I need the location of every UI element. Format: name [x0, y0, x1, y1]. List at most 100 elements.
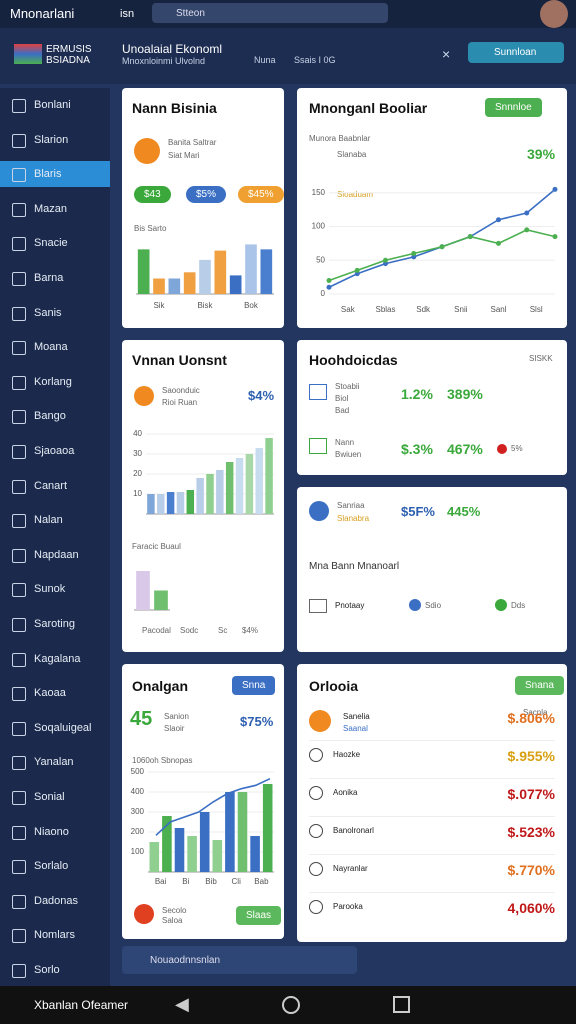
bar [265, 438, 273, 514]
row-icon [309, 824, 323, 838]
sidebar-label: Saroting [34, 618, 75, 630]
sidebar-item[interactable]: Niaono [0, 819, 110, 845]
sidebar-label: Nalan [34, 514, 63, 527]
sidebar-item[interactable]: Blaris [0, 161, 110, 188]
icon [309, 384, 327, 400]
line [155, 777, 271, 836]
sidebar-icon [12, 894, 26, 909]
bar [176, 492, 185, 514]
pill[interactable]: $5% [186, 186, 227, 203]
sidebar-label: Korlang [34, 375, 72, 388]
x-tick-label: Sanl [490, 305, 506, 314]
sidebar-item[interactable]: Sorlalo [0, 853, 110, 879]
sidebar-label: Sanis [34, 306, 62, 319]
sidebar-item[interactable]: Bango [0, 403, 110, 429]
nav-recent[interactable] [393, 996, 410, 1013]
footer-item[interactable]: Pnotaay [335, 601, 365, 610]
sidebar-item[interactable]: Soqaluigeal [0, 715, 110, 741]
sidebar-item[interactable]: Dadonas [0, 888, 110, 914]
search-box[interactable] [122, 946, 357, 974]
footer-item[interactable]: Dds [511, 601, 526, 610]
row-icon [309, 710, 331, 732]
y-tick-label: 50 [316, 255, 325, 264]
sidebar-item[interactable]: Nomlars [0, 922, 110, 948]
point [326, 284, 332, 290]
sidebar-item[interactable]: Sunok [0, 576, 110, 602]
sidebar-icon [12, 514, 26, 529]
sidebar-item[interactable]: Barna [0, 265, 110, 291]
row-icon [309, 786, 323, 800]
sidebar-item[interactable]: Sanis [0, 300, 110, 326]
bar [199, 812, 210, 872]
button[interactable]: Snna [232, 676, 276, 695]
sidebar-item[interactable]: Moana [0, 334, 110, 360]
icon [134, 386, 154, 406]
sidebar-item[interactable]: Sjaoaoa [0, 438, 110, 464]
bar [260, 249, 273, 294]
row-name: Sanelia [343, 712, 370, 721]
sidebar-item[interactable]: Slarion [0, 127, 110, 153]
close-icon[interactable]: × [442, 46, 451, 62]
bar [187, 836, 197, 872]
header-button[interactable]: Sunnloan [468, 42, 564, 63]
sidebar-label: Bango [34, 410, 66, 423]
x-tick-label: Sak [341, 305, 356, 314]
x-tick-label: Slsl [530, 305, 543, 314]
sidebar-item[interactable]: Kagalana [0, 646, 110, 672]
footer-sub: Saloa [162, 916, 183, 925]
sidebar-item[interactable]: Korlang [0, 369, 110, 395]
sidebar-item[interactable]: Mazan [0, 196, 110, 222]
sidebar-item[interactable]: Nalan [0, 507, 110, 533]
sidebar-item[interactable]: Saroting [0, 611, 110, 637]
bar [245, 244, 257, 294]
pill[interactable]: $43 [134, 186, 171, 203]
header-subtitle: Mnoxnloinmi Ulvolnd [122, 56, 206, 66]
dot [497, 444, 507, 454]
nav-home[interactable] [282, 996, 300, 1014]
button[interactable]: Snana [515, 676, 564, 695]
item: Banita Saltrar [168, 138, 217, 147]
row-sub: Saanal [343, 724, 368, 733]
sidebar-item[interactable]: Sonial [0, 784, 110, 810]
sidebar-item[interactable]: Kaoaa [0, 680, 110, 706]
button[interactable]: Slaas [236, 906, 282, 925]
annotation: Sioaduam [337, 190, 374, 199]
sidebar-icon [12, 721, 26, 736]
header-link[interactable]: Nuna [254, 55, 276, 65]
y-tick-label: 100 [312, 222, 326, 231]
bar [237, 792, 248, 872]
sidebar-icon [12, 652, 26, 667]
bar [136, 571, 150, 610]
sidebar-label: Dadonas [34, 894, 79, 907]
value: $75% [240, 714, 274, 729]
sidebar-item[interactable]: Sorlo [0, 957, 110, 983]
header-link[interactable]: Ssais I 0G [294, 55, 336, 65]
sidebar-item[interactable]: Canart [0, 473, 110, 499]
sidebar-item[interactable]: Snacie [0, 230, 110, 256]
row-icon [309, 862, 323, 876]
icon [134, 904, 154, 924]
nav-back[interactable]: ◀ [175, 994, 189, 1014]
sidebar-item[interactable]: Yanalan [0, 749, 110, 775]
y-tick-label: 10 [133, 489, 142, 498]
big-number: 45 [130, 708, 153, 730]
row-sub: Bad [335, 406, 350, 415]
tab[interactable]: isn [120, 8, 135, 20]
pill[interactable]: $45% [238, 186, 284, 203]
sidebar-label: Moana [34, 341, 68, 354]
app-name: Mnonarlani [10, 6, 75, 21]
x-tick-label: Bai [155, 877, 167, 886]
value: $4% [248, 388, 275, 403]
icon [309, 599, 327, 613]
item: Sanion [164, 712, 189, 721]
badge[interactable]: Snnnloe [485, 98, 542, 117]
search-box[interactable] [152, 3, 388, 23]
row-value: $.770% [507, 862, 555, 878]
sidebar-item[interactable]: Bonlani [0, 92, 110, 118]
sidebar-item[interactable]: Napdaan [0, 542, 110, 568]
row-name: Stoabii [335, 382, 360, 391]
bar [235, 458, 244, 514]
avatar[interactable] [540, 0, 568, 28]
footer-item[interactable]: Sdio [425, 601, 442, 610]
